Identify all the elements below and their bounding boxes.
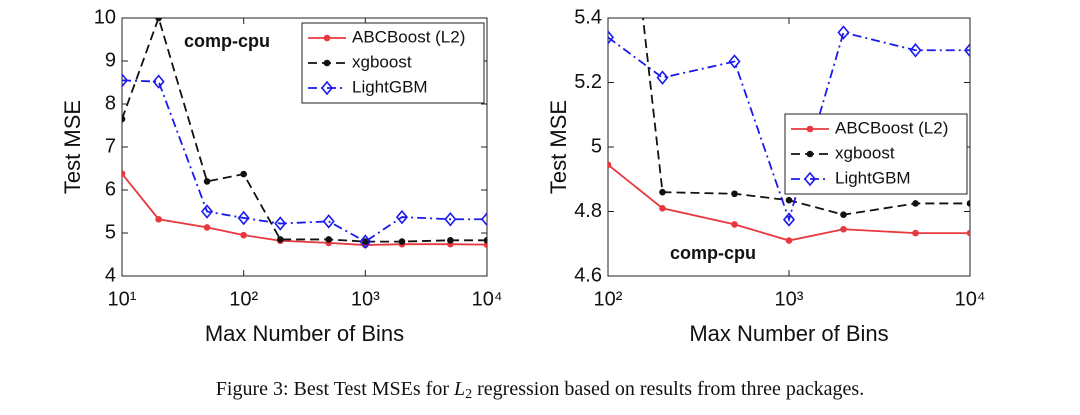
caption-var: L [453,378,465,400]
y-tick-label: 4.6 [574,264,602,286]
x-axis-label: Max Number of Bins [205,321,404,346]
legend-label: xgboost [835,143,895,162]
y-tick-label: 4 [105,264,116,286]
y-tick-label: 5.2 [574,71,602,93]
annotation: comp-cpu [184,31,270,51]
legend-label: ABCBoost (L2) [352,27,465,46]
marker [200,204,214,219]
marker [837,25,850,40]
marker [359,234,372,249]
marker [785,196,793,204]
marker [909,43,922,58]
legend-label: xgboost [352,52,412,71]
caption-sub: 2 [465,387,472,402]
marker [398,238,406,245]
marker [608,30,615,45]
x-tick-label: 10¹ [108,288,137,310]
y-tick-label: 7 [105,135,116,157]
x-tick-label: 10³ [351,288,380,310]
series-line [122,79,487,243]
marker [395,209,409,225]
marker [803,171,817,187]
marker [728,54,741,69]
y-tick-label: 6 [105,178,116,200]
marker [656,70,669,85]
marker [240,231,247,239]
y-tick-label: 5 [105,221,116,243]
marker [240,170,247,178]
marker [122,170,126,177]
marker [608,161,612,169]
marker [323,34,331,42]
marker [237,210,250,226]
x-tick-label: 10⁴ [472,288,503,310]
annotation: comp-cpu [670,243,756,263]
y-tick-label: 10 [94,6,116,28]
y-tick-label: 8 [105,92,116,114]
marker [963,43,970,58]
y-tick-label: 5.4 [574,6,602,28]
marker [480,211,487,227]
y-tick-label: 5 [591,135,602,157]
marker [840,211,847,219]
marker [966,229,970,237]
series-line [122,173,487,246]
series-layer [608,18,970,244]
marker [122,115,126,123]
marker [966,200,970,207]
marker [122,73,129,88]
x-axis-label: Max Number of Bins [689,321,888,346]
marker [840,225,847,233]
legend-label: LightGBM [352,77,428,96]
marker [203,178,211,185]
legend [784,113,968,195]
marker [155,18,162,22]
marker [659,188,666,196]
caption-text: regression based on results from three p… [472,378,864,400]
x-tick-label: 10⁴ [955,288,986,310]
marker [322,214,335,229]
marker [912,229,919,237]
caption: Figure 3: Best Test MSEs for L2 regressi… [216,378,864,403]
marker [274,216,287,231]
marker [203,224,211,231]
marker [325,236,333,243]
y-tick-label: 9 [105,49,116,71]
marker [806,125,814,133]
y-tick-label: 4.8 [574,200,602,222]
marker [731,221,738,228]
marker [155,215,162,223]
marker [782,212,796,227]
x-tick-label: 10² [594,288,623,310]
marker [731,190,738,198]
legend-label: ABCBoost (L2) [835,118,948,137]
marker [323,59,331,67]
marker [659,204,666,212]
series-line [122,18,487,243]
legend [301,22,485,104]
marker [912,200,919,207]
marker [276,236,284,243]
series-line [608,31,970,223]
series-layer [122,18,487,249]
legend-label: LightGBM [835,168,911,187]
marker [483,237,487,244]
marker [444,211,457,227]
marker [152,74,165,89]
y-axis-label: Test MSE [60,100,85,194]
x-tick-label: 10² [229,288,258,310]
marker [806,150,814,158]
marker [447,237,454,244]
x-tick-label: 10³ [775,288,804,310]
y-axis-label: Test MSE [546,100,571,194]
marker [785,237,793,244]
marker [320,80,334,96]
caption-text: Figure 3: Best Test MSEs for [216,378,454,400]
